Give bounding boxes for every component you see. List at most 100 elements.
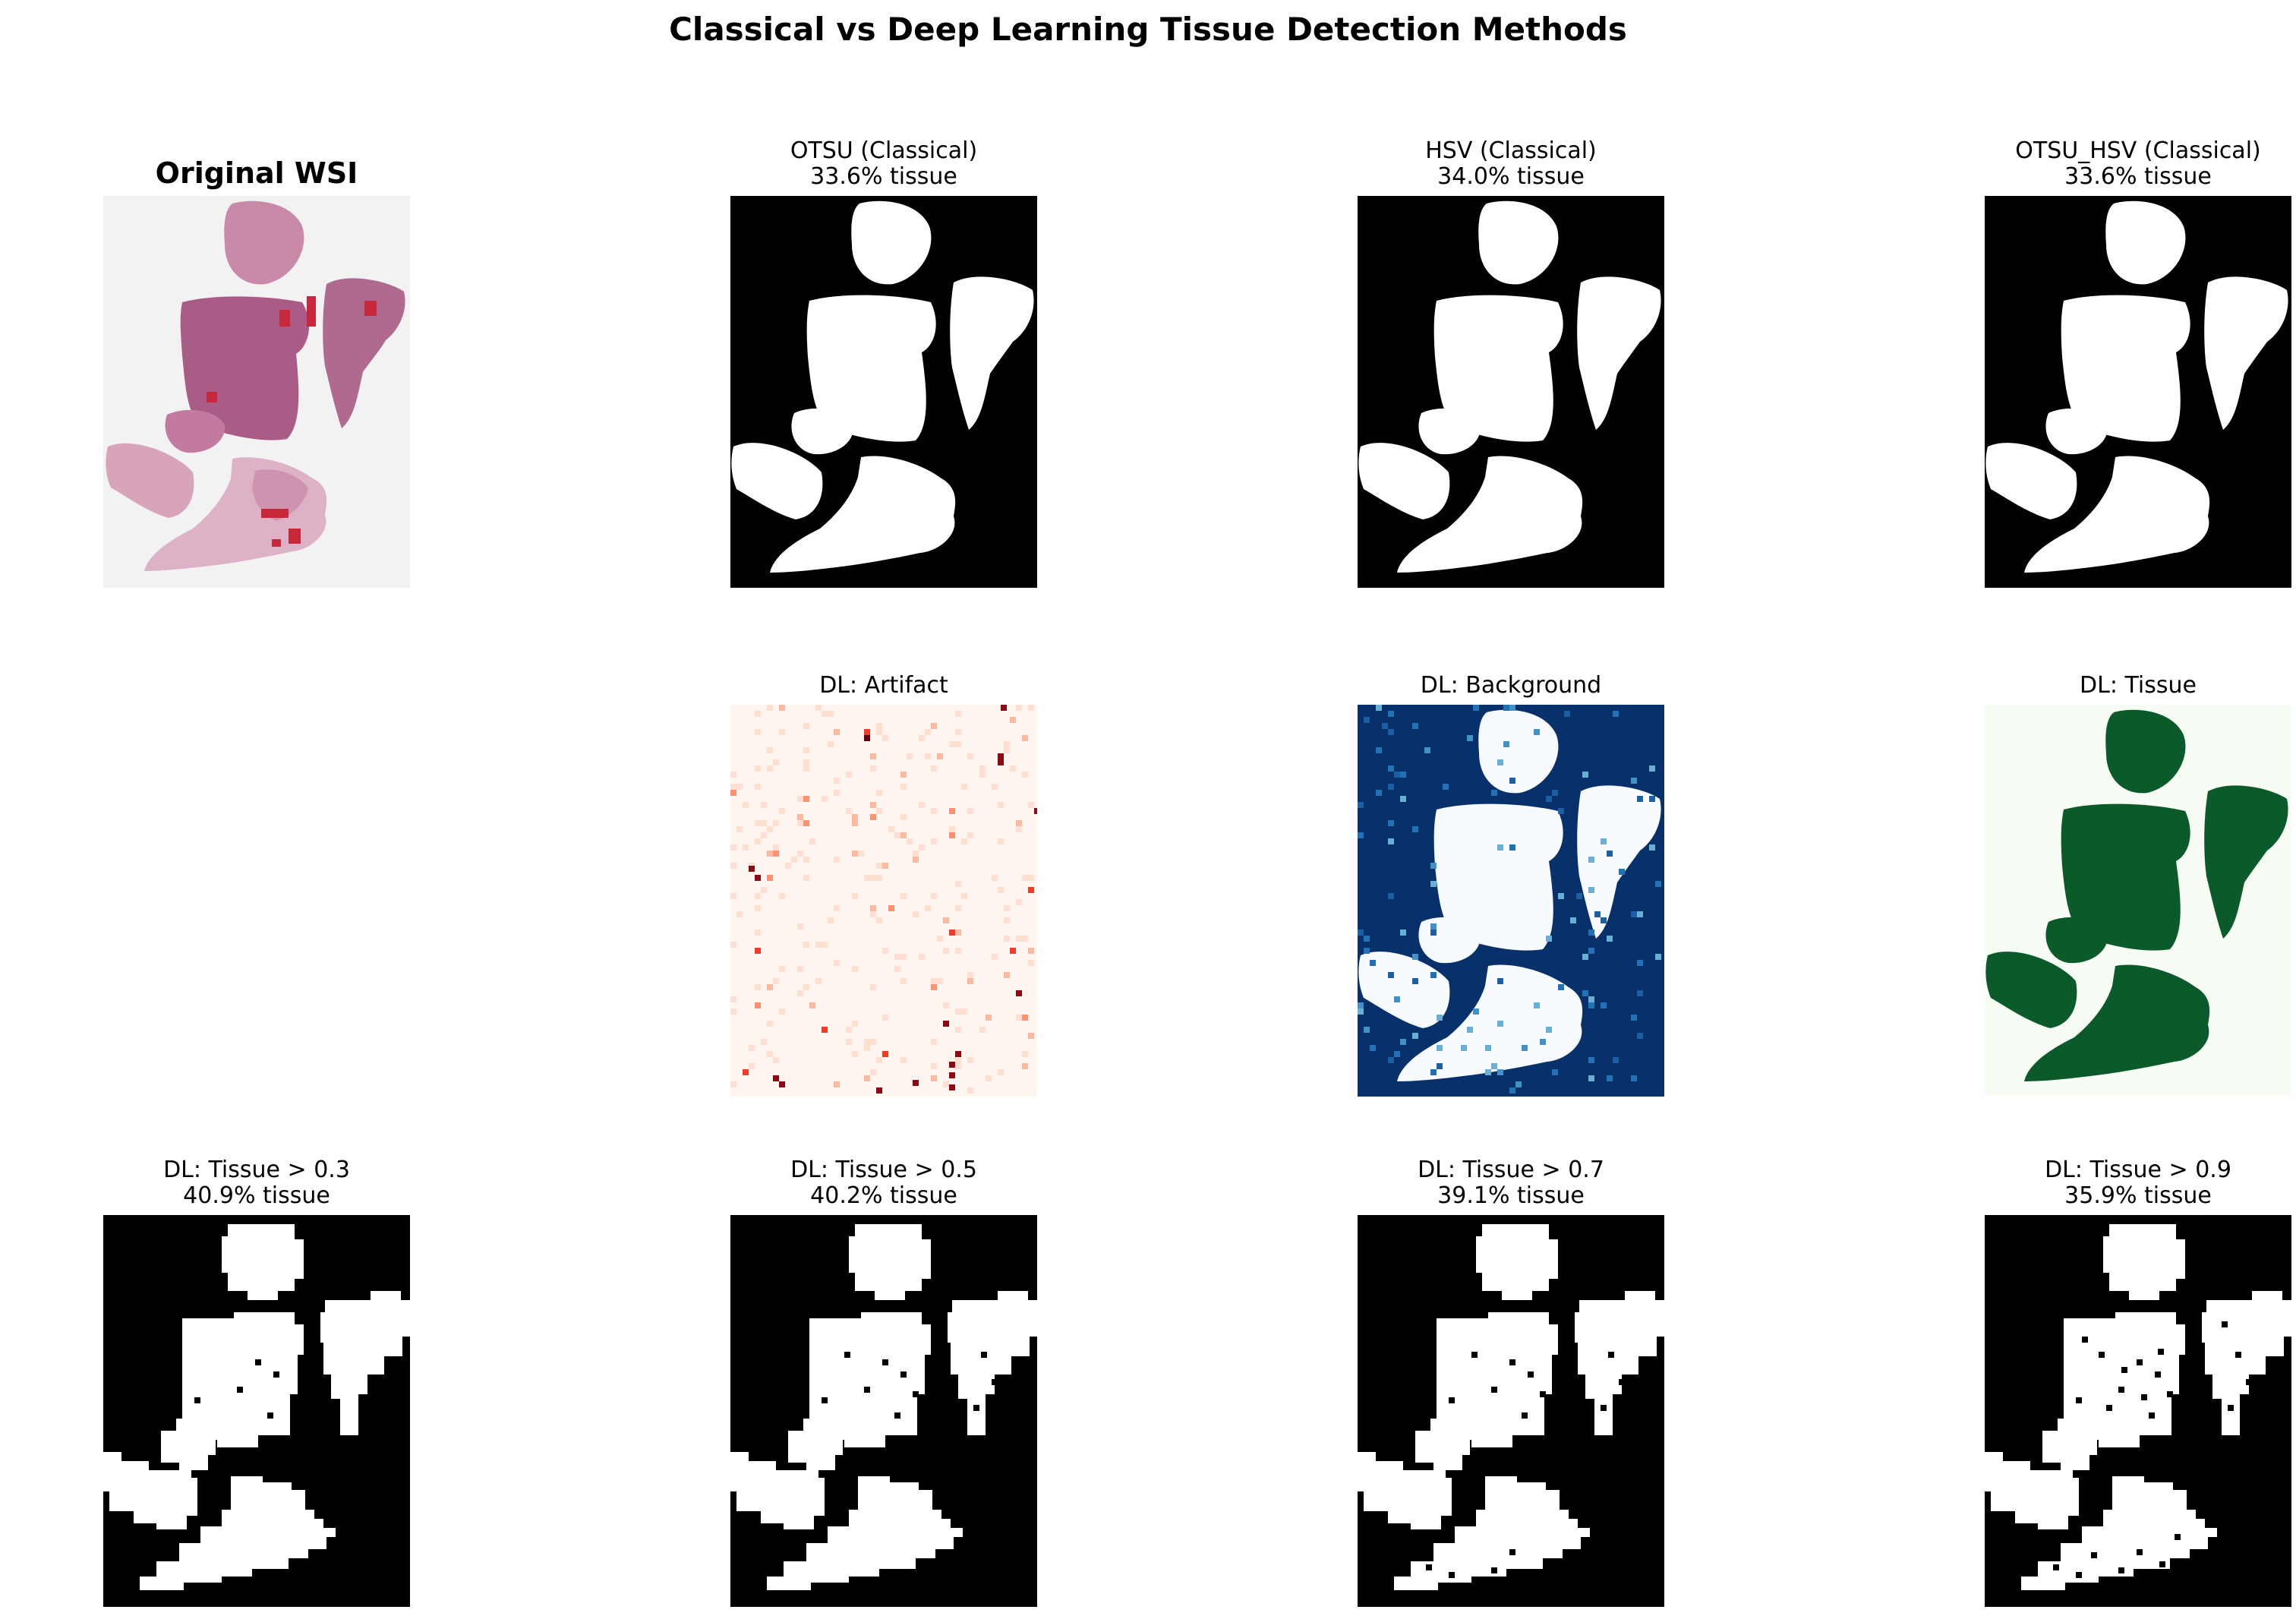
background-cell bbox=[1382, 723, 1388, 729]
artifact-cell bbox=[961, 1008, 967, 1015]
artifact-hotspot bbox=[998, 759, 1004, 765]
background-cell bbox=[1637, 960, 1643, 966]
mask-svg bbox=[1985, 196, 2291, 588]
artifact-cell bbox=[1022, 875, 1028, 881]
background-cell bbox=[1655, 881, 1661, 887]
mask-hole bbox=[2076, 1397, 2082, 1403]
artifact-cell bbox=[852, 814, 858, 820]
background-cell bbox=[1461, 1045, 1467, 1051]
mask-hole bbox=[2053, 1564, 2059, 1570]
artifact-hotspot bbox=[949, 1062, 955, 1068]
artifact-cell bbox=[894, 954, 900, 960]
artifact-cell bbox=[900, 1057, 907, 1063]
mask-hole bbox=[2159, 1561, 2165, 1567]
artifact-cell bbox=[834, 778, 840, 784]
artifact-cell bbox=[736, 911, 743, 917]
background-cell bbox=[1637, 911, 1643, 917]
mask-holes bbox=[2053, 1321, 2252, 1583]
artifact-cell bbox=[815, 705, 822, 711]
artifact-cell bbox=[803, 984, 809, 990]
artifact-cell bbox=[894, 966, 900, 972]
background-cell bbox=[1558, 808, 1564, 814]
artifact-cell bbox=[834, 857, 840, 863]
background-cell bbox=[1588, 1057, 1594, 1063]
artifact-cell bbox=[797, 820, 803, 826]
artifact-cell bbox=[761, 887, 767, 893]
mask-hole bbox=[1528, 1371, 1534, 1378]
artifact-hotspot bbox=[755, 875, 761, 881]
artifact-cell bbox=[900, 954, 907, 960]
artifact-cell bbox=[925, 729, 931, 735]
artifact-cell bbox=[955, 1008, 961, 1015]
artifact-cell bbox=[955, 741, 961, 747]
artifact-cell bbox=[779, 966, 785, 972]
artifact-cell bbox=[913, 911, 919, 917]
background-cell bbox=[1394, 772, 1400, 778]
artifact-cell bbox=[767, 1021, 773, 1027]
artifact-cell bbox=[937, 936, 943, 942]
artifact-cell bbox=[803, 747, 809, 753]
artifact-cell bbox=[755, 930, 761, 936]
mask-hole bbox=[2137, 1359, 2143, 1365]
artifact-cell bbox=[913, 857, 919, 863]
artifact-cell bbox=[955, 881, 961, 887]
mask-hole bbox=[2076, 1572, 2082, 1578]
mask-hole bbox=[1540, 1391, 1546, 1397]
background-cell bbox=[1437, 1045, 1443, 1051]
artifact-cell bbox=[803, 942, 809, 948]
panel-title: OTSU_HSV (Classical) bbox=[2015, 137, 2261, 164]
artifact-cell bbox=[797, 796, 803, 802]
mask-svg bbox=[103, 1215, 410, 1607]
artifact-cell bbox=[931, 1039, 937, 1045]
background-cell bbox=[1443, 784, 1449, 790]
threshold-mask-05 bbox=[730, 1215, 1037, 1607]
artifact-cell bbox=[743, 802, 749, 808]
artifact-cell bbox=[779, 729, 785, 735]
artifact-cell bbox=[797, 814, 803, 820]
background-heatmap bbox=[1358, 705, 1664, 1097]
mask-hole bbox=[894, 1412, 900, 1419]
artifact-cell bbox=[870, 802, 876, 808]
artifact-cell bbox=[900, 893, 907, 899]
mask-hole bbox=[1449, 1397, 1455, 1403]
artifact-cell bbox=[803, 765, 809, 772]
mask-svg bbox=[1985, 1215, 2291, 1607]
artifact-cell bbox=[779, 705, 785, 711]
background-cell bbox=[1430, 972, 1437, 978]
background-cell bbox=[1467, 1027, 1473, 1033]
artifact-cell bbox=[779, 1008, 785, 1015]
mask-hole bbox=[2149, 1412, 2155, 1419]
artifact-cell bbox=[803, 875, 809, 881]
artifact-cell bbox=[791, 857, 797, 863]
background-cell bbox=[1364, 1027, 1370, 1033]
background-cell bbox=[1412, 954, 1418, 960]
artifact-cell bbox=[858, 851, 864, 857]
background-cell bbox=[1388, 784, 1394, 790]
mask-holes bbox=[1426, 1352, 1625, 1583]
artifact-cell bbox=[992, 875, 998, 881]
background-cell bbox=[1582, 990, 1588, 996]
artifact-cell bbox=[931, 893, 937, 899]
mask-hole bbox=[1491, 1387, 1497, 1393]
mask-hole bbox=[981, 1352, 987, 1358]
artifact-cell bbox=[852, 893, 858, 899]
artifact-cell bbox=[785, 863, 791, 869]
panel-title: OTSU (Classical) bbox=[790, 137, 978, 164]
background-cell bbox=[1546, 1027, 1552, 1033]
artifact-cell bbox=[943, 917, 949, 923]
mask-hole bbox=[237, 1387, 243, 1393]
otsu-hsv-mask bbox=[1985, 196, 2291, 588]
artifact-cell bbox=[755, 784, 761, 790]
background-cell bbox=[1394, 996, 1400, 1002]
background-cell bbox=[1412, 978, 1418, 984]
threshold-mask-09 bbox=[1985, 1215, 2291, 1607]
artifact-cell bbox=[767, 826, 773, 832]
panel-title: DL: Tissue > 0.3 bbox=[163, 1157, 350, 1183]
background-cell bbox=[1376, 747, 1382, 753]
artifact-cell bbox=[1022, 772, 1028, 778]
tissue-fragments bbox=[106, 200, 405, 571]
artifact-cell bbox=[1004, 917, 1010, 923]
artifact-cell bbox=[773, 820, 779, 826]
mask-hole bbox=[2175, 1534, 2181, 1540]
artifact-cell bbox=[900, 832, 907, 838]
